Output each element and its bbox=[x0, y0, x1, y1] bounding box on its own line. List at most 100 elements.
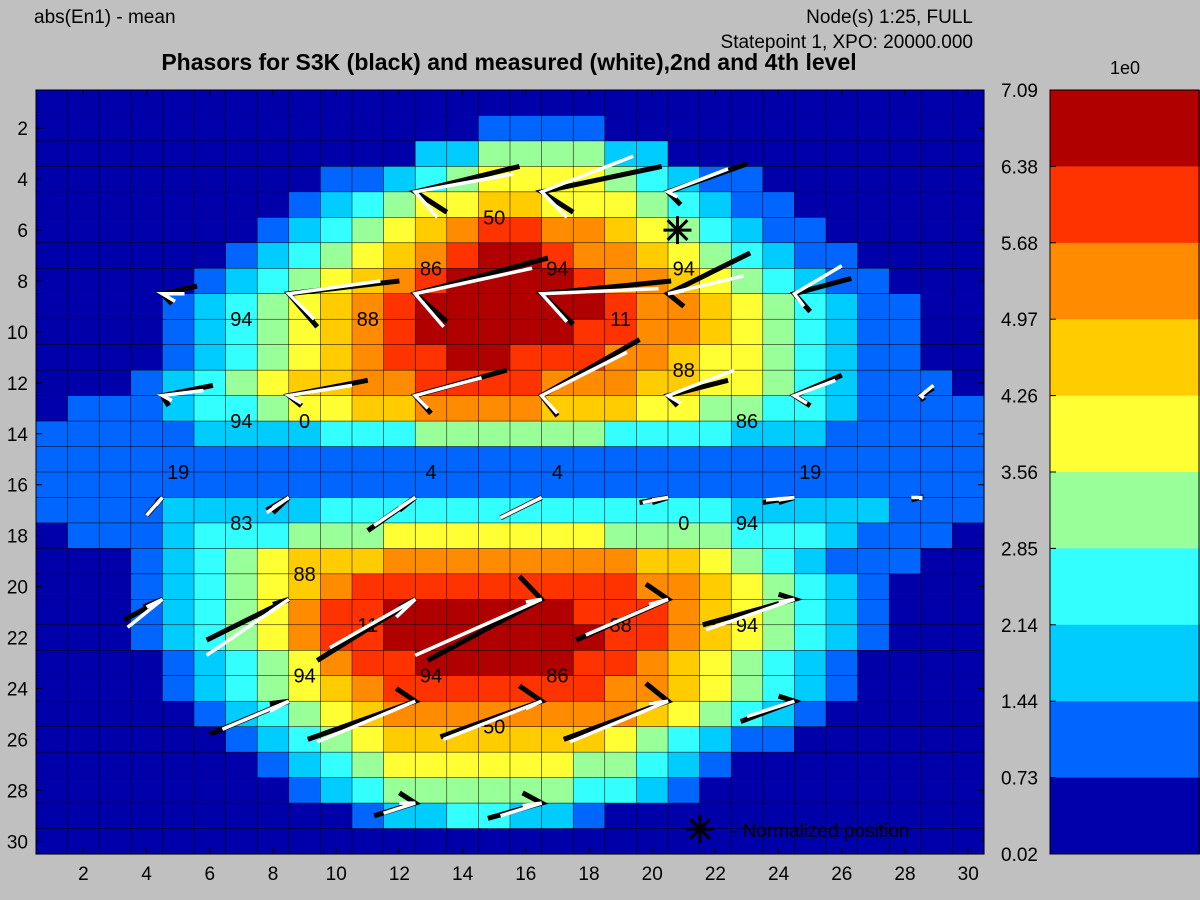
heatmap-cell bbox=[794, 344, 827, 371]
cell-value-label: 88 bbox=[357, 309, 379, 331]
heatmap-cell bbox=[857, 650, 890, 677]
heatmap-cell bbox=[730, 777, 764, 804]
heatmap-cell bbox=[920, 242, 953, 269]
heatmap-cell bbox=[98, 268, 132, 295]
heatmap-cell bbox=[857, 573, 890, 600]
heatmap-cell bbox=[35, 497, 69, 524]
heatmap-cell bbox=[351, 751, 385, 779]
heatmap-cell bbox=[541, 344, 574, 371]
heatmap-cell bbox=[825, 318, 859, 346]
heatmap-cell bbox=[541, 828, 574, 855]
heatmap-cell bbox=[130, 573, 163, 600]
cell-value-label: 88 bbox=[673, 360, 695, 382]
heatmap-cell bbox=[288, 191, 321, 218]
heatmap-cell bbox=[351, 191, 385, 218]
heatmap-cell bbox=[604, 828, 637, 855]
heatmap-cell bbox=[604, 115, 637, 142]
colorbar-tick-label: 1.44 bbox=[1001, 692, 1038, 713]
heatmap-cell bbox=[351, 318, 385, 346]
phasor-measured-white bbox=[918, 384, 935, 400]
heatmap-cell bbox=[952, 751, 985, 779]
heatmap-cell bbox=[67, 497, 100, 524]
heatmap-cell bbox=[888, 471, 922, 499]
heatmap-cell bbox=[920, 344, 953, 371]
heatmap-cell bbox=[509, 395, 543, 422]
cell-value-label: 94 bbox=[673, 258, 695, 280]
heatmap-cell bbox=[730, 700, 764, 728]
heatmap-cell bbox=[67, 318, 100, 346]
heatmap-cell bbox=[730, 573, 764, 600]
heatmap-cell bbox=[446, 344, 479, 371]
heatmap-cell bbox=[256, 140, 290, 167]
heatmap-cell bbox=[636, 446, 669, 473]
heatmap-cell bbox=[794, 318, 827, 346]
heatmap-cell bbox=[857, 802, 890, 830]
heatmap-cell bbox=[320, 446, 353, 473]
heatmap-cell bbox=[888, 344, 922, 371]
heatmap-cell bbox=[478, 420, 511, 448]
heatmap-cell bbox=[667, 318, 701, 346]
heatmap-cell bbox=[383, 344, 416, 371]
header-right-line2: Statepoint 1, XPO: 20000.000 bbox=[721, 32, 973, 53]
heatmap-cell bbox=[383, 471, 416, 499]
heatmap-cell bbox=[541, 573, 574, 600]
heatmap-cell bbox=[667, 420, 701, 448]
phasor-measured-white bbox=[411, 172, 514, 219]
heatmap-cell bbox=[351, 777, 385, 804]
heatmap-cell bbox=[699, 700, 732, 728]
colorbar-exponent: 1e0 bbox=[1110, 58, 1140, 78]
heatmap-cell bbox=[699, 522, 732, 549]
heatmap-cell bbox=[256, 166, 290, 193]
heatmap-cell bbox=[888, 777, 922, 804]
heatmap-cell bbox=[920, 89, 953, 117]
cell-value-label: 86 bbox=[546, 666, 568, 688]
heatmap-cell bbox=[383, 166, 416, 193]
cell-value-label: 94 bbox=[736, 513, 758, 535]
heatmap-cell bbox=[478, 446, 511, 473]
heatmap-cell bbox=[762, 751, 795, 779]
heatmap-cell bbox=[794, 599, 827, 626]
heatmap-cell bbox=[730, 751, 764, 779]
heatmap-cell bbox=[541, 446, 574, 473]
heatmap-cell bbox=[794, 217, 827, 244]
heatmap-cell bbox=[541, 420, 574, 448]
heatmap-cell bbox=[604, 751, 637, 779]
heatmap-cell bbox=[857, 471, 890, 499]
heatmap-cell bbox=[256, 675, 290, 702]
heatmap-cell bbox=[825, 802, 859, 830]
heatmap-cell bbox=[667, 624, 701, 651]
heatmap-cell bbox=[478, 548, 511, 575]
heatmap-cell bbox=[98, 166, 132, 193]
heatmap-cell bbox=[762, 726, 795, 753]
heatmap-cell bbox=[162, 548, 195, 575]
heatmap-cell bbox=[256, 726, 290, 753]
heatmap-cell bbox=[288, 675, 321, 702]
heatmap-cell bbox=[730, 293, 764, 320]
y-tick-label: 22 bbox=[7, 629, 28, 650]
heatmap-cell bbox=[256, 522, 290, 549]
heatmap-cell bbox=[351, 166, 385, 193]
heatmap-cell bbox=[509, 522, 543, 549]
heatmap-cell bbox=[636, 318, 669, 346]
heatmap-cell bbox=[857, 446, 890, 473]
heatmap-cell bbox=[320, 802, 353, 830]
heatmap-cell bbox=[446, 497, 479, 524]
heatmap-cell bbox=[667, 751, 701, 779]
phasor-measured-white bbox=[329, 597, 417, 650]
heatmap-cell bbox=[193, 344, 227, 371]
heatmap-cell bbox=[730, 191, 764, 218]
heatmap-cell bbox=[541, 599, 574, 626]
heatmap-cell bbox=[351, 548, 385, 575]
heatmap-cell bbox=[572, 395, 606, 422]
heatmap-cell bbox=[857, 369, 890, 397]
heatmap-cell bbox=[952, 700, 985, 728]
y-tick-label: 2 bbox=[17, 119, 28, 140]
heatmap-cell bbox=[446, 675, 479, 702]
heatmap-cell bbox=[572, 700, 606, 728]
heatmap-cell bbox=[225, 268, 258, 295]
normalized-position-marker bbox=[663, 216, 692, 245]
heatmap-cell bbox=[98, 522, 132, 549]
heatmap-cell bbox=[256, 369, 290, 397]
heatmap-cell bbox=[825, 166, 859, 193]
